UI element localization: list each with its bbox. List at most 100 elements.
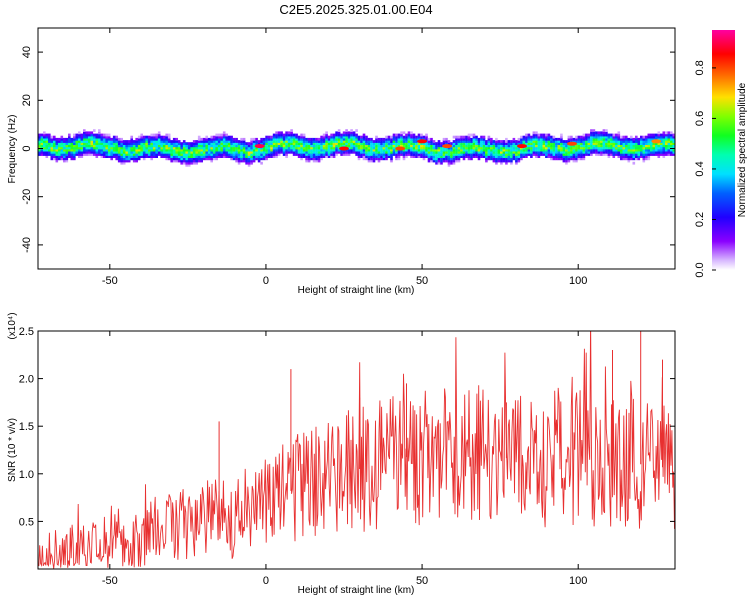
spectrogram-cell: [617, 144, 621, 148]
spectrogram-cell: [342, 135, 346, 139]
spectrogram-cell: [510, 161, 513, 165]
spectrogram-cell: [520, 148, 523, 152]
spectrogram-cell: [320, 155, 323, 158]
spectrogram-cell: [490, 142, 493, 145]
spectrogram-cell: [375, 140, 378, 143]
spectrogram-cell: [502, 150, 506, 154]
spectrogram-cell: [397, 157, 401, 161]
spectrogram-cell: [255, 155, 258, 158]
spectrogram-cell: [492, 148, 496, 152]
spectrogram-cell: [157, 131, 161, 135]
spectrogram-cell: [565, 148, 568, 152]
spectrogram-cell: [237, 157, 241, 161]
spectrogram-cell: [622, 137, 626, 141]
spectrogram-cell: [245, 155, 248, 158]
spectrogram-cell: [565, 153, 568, 156]
spectrogram-cell: [432, 140, 436, 143]
spectrogram-cell: [575, 148, 578, 152]
spectrogram-cell: [557, 157, 561, 161]
spectrogram-cell: [510, 148, 513, 152]
spectrogram-cell: [437, 159, 441, 163]
spectrogram-cell: [452, 159, 456, 163]
spectrogram-cell: [150, 148, 153, 152]
spectrogram-cell: [73, 148, 76, 152]
spectrogram-cell: [577, 135, 581, 139]
spectrogram-cell: [390, 153, 393, 156]
spectrogram-cell: [495, 137, 498, 141]
spectrogram-cell: [127, 146, 131, 150]
spectrogram-cell: [350, 148, 353, 152]
spectrogram-cell: [505, 157, 508, 161]
spectrogram-cell: [572, 150, 576, 154]
spectrogram-cell: [332, 144, 336, 148]
spectrogram-cell: [165, 146, 168, 150]
spectrogram-cell: [190, 153, 193, 156]
spectrogram-cell: [220, 153, 223, 156]
spectrogram-cell: [627, 142, 631, 145]
spectrogram-cell: [350, 144, 353, 148]
spectrogram-cell: [152, 150, 156, 154]
spectrogram-cell: [535, 140, 538, 143]
colorbar-tick-label: 0.0: [694, 262, 706, 277]
spectrogram-cell: [647, 157, 651, 161]
spectrogram-cell: [250, 150, 253, 154]
spectrogram-cell: [380, 148, 383, 152]
spectrogram-cell: [242, 159, 246, 163]
spectrogram-cell: [85, 135, 89, 139]
spectrogram-cell: [240, 157, 243, 161]
spectrogram-cell: [387, 148, 391, 152]
spectrogram-cell: [622, 140, 626, 143]
spectrogram-cell: [352, 140, 356, 143]
spectrogram-cell: [95, 146, 99, 150]
spectrogram-cell: [137, 157, 141, 161]
spectrogram-cell: [285, 131, 288, 135]
spectrogram-cell: [660, 144, 663, 148]
spectrogram-cell: [312, 157, 316, 161]
spectrogram-cell: [207, 146, 211, 150]
spectrogram-cell: [385, 135, 388, 139]
spectrogram-cell: [105, 140, 108, 143]
spectrogram-cell: [447, 157, 451, 161]
spectrogram-cell: [75, 146, 79, 150]
spectrogram-cell: [95, 144, 99, 148]
spectrogram-cell: [532, 135, 536, 139]
spectrogram-cell: [105, 142, 108, 145]
spectrogram-cell: [317, 153, 321, 156]
spectrogram-cell: [147, 142, 151, 145]
spectrogram-cell: [532, 131, 536, 135]
spectrogram-cell: [230, 142, 233, 145]
spectrogram-cell: [252, 142, 256, 145]
spectrogram-cell: [495, 144, 498, 148]
spectrogram-cell: [420, 148, 423, 152]
spectrogram-cell: [640, 148, 643, 152]
spectrogram-cell: [455, 155, 458, 158]
spectrogram-cell: [607, 150, 611, 154]
figure-title: C2E5.2025.325.01.00.E04: [279, 2, 432, 17]
spectrogram-cell: [282, 137, 286, 141]
y-tick-label: 2.5: [19, 326, 34, 338]
spectrogram-cell: [667, 148, 671, 152]
spectrogram-cell: [355, 150, 358, 154]
spectrogram-cell: [537, 133, 541, 137]
spectrogram-cell: [495, 150, 498, 154]
spectrogram-cell: [325, 131, 328, 135]
spectrogram-cell: [355, 137, 358, 141]
spectrogram-cell: [300, 142, 303, 145]
spectrogram-cell: [572, 157, 576, 161]
spectrogram-cell: [662, 142, 666, 145]
spectrogram-cell: [267, 144, 271, 148]
spectrogram-cell: [515, 144, 518, 148]
spectrogram-cell: [505, 148, 508, 152]
spectrogram-cell: [115, 150, 118, 154]
spectrogram-cell: [185, 163, 188, 167]
spectrogram-cell: [155, 133, 158, 137]
spectrogram-cell: [350, 137, 353, 141]
spectrogram-cell: [205, 146, 208, 150]
spectrogram-cell: [75, 137, 79, 141]
spectrogram-cell: [265, 140, 268, 143]
spectrogram-cell: [287, 142, 291, 145]
spectrogram-cell: [167, 155, 171, 158]
spectrogram-cell: [395, 153, 398, 156]
spectrogram-cell: [647, 153, 651, 156]
spectrogram-cell: [520, 157, 523, 161]
